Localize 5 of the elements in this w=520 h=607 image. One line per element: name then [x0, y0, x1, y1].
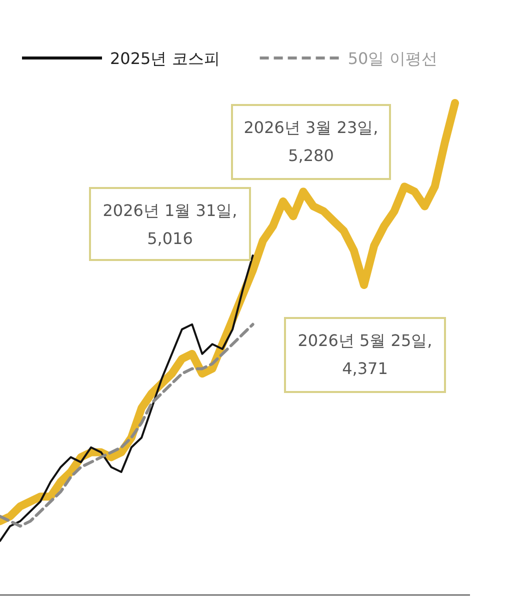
legend-label: 2025년 코스피	[110, 49, 220, 68]
annotation: 2026년 1월 31일, 5,016	[102, 201, 238, 248]
annotation: 2026년 5월 25일, 4,371	[298, 331, 432, 378]
legend-label: 50일 이평선	[348, 49, 438, 68]
annotation: 2026년 3월 23일, 5,280	[244, 118, 378, 165]
